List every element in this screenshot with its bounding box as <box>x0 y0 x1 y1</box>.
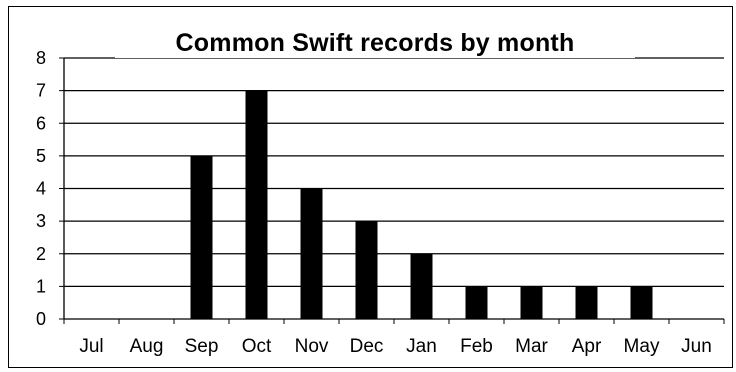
x-tick-label: Jan <box>406 336 437 357</box>
bar-dec <box>355 221 378 319</box>
y-tick-label: 7 <box>36 81 46 101</box>
axes <box>59 57 725 324</box>
y-tick-label: 6 <box>36 113 46 133</box>
bar-nov <box>300 188 323 319</box>
bar-sep <box>190 155 213 319</box>
y-tick-label: 8 <box>36 48 46 68</box>
y-tick-label: 1 <box>36 276 46 296</box>
bars <box>190 90 653 319</box>
x-tick-label: Jul <box>79 336 103 357</box>
x-tick-label: Jun <box>681 336 712 357</box>
y-tick-label: 0 <box>36 309 46 329</box>
y-tick-label: 4 <box>36 179 46 199</box>
y-tick-label: 2 <box>36 244 46 264</box>
x-tick-label: Aug <box>130 336 164 357</box>
x-tick-label: Sep <box>185 336 219 357</box>
x-tick-label: Apr <box>572 336 602 357</box>
bar-feb <box>465 286 488 319</box>
x-tick-label: Feb <box>460 336 493 357</box>
bar-jan <box>410 253 433 319</box>
x-axis-tick-labels: Jul Aug Sep Oct Nov Dec Jan Feb Mar Apr May Jun <box>79 336 711 357</box>
x-tick-label: Dec <box>350 336 384 357</box>
chart-title: Common Swift records by month <box>115 28 635 58</box>
y-tick-label: 5 <box>36 146 46 166</box>
x-tick-label: May <box>624 336 660 357</box>
x-tick-label: Oct <box>242 336 272 357</box>
bar-oct <box>245 90 268 319</box>
y-tick-label: 3 <box>36 211 46 231</box>
y-axis-tick-labels: 0 1 2 3 4 5 6 7 8 <box>36 48 46 329</box>
x-tick-label: Nov <box>295 336 329 357</box>
bar-apr <box>575 286 598 319</box>
bar-mar <box>520 286 543 319</box>
bar-may <box>630 286 653 319</box>
gridlines <box>64 57 724 288</box>
x-tick-label: Mar <box>515 336 548 357</box>
